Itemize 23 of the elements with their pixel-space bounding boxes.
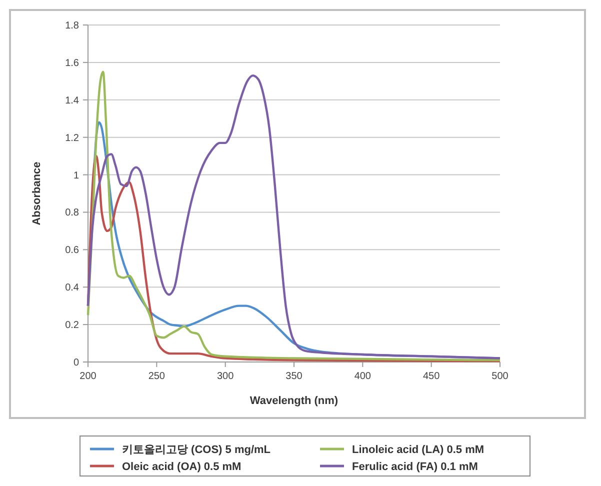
y-tick-label: 1.6	[65, 58, 80, 69]
legend-label: Ferulic acid (FA) 0.1 mM	[352, 460, 478, 473]
x-tick-label: 300	[216, 371, 234, 382]
x-tick-label: 400	[354, 371, 372, 382]
x-axis-title: Wavelength (nm)	[250, 395, 338, 407]
y-tick-label: 0.8	[65, 208, 80, 219]
y-tick-label: 0	[73, 358, 80, 368]
y-tick-label: 1.4	[65, 95, 80, 106]
x-tick-label: 450	[422, 371, 440, 382]
x-tick-label: 200	[80, 371, 97, 382]
y-tick-label: 1.8	[65, 20, 80, 32]
y-tick-label: 1.2	[65, 132, 80, 144]
y-tick-label: 0.2	[65, 320, 80, 332]
x-tick-label: 500	[492, 371, 509, 382]
y-tick-label: 0.4	[65, 282, 80, 294]
x-tick-label: 350	[286, 371, 303, 382]
y-tick-label: 0.6	[65, 245, 80, 256]
legend-label: Linoleic acid (LA) 0.5 mM	[352, 444, 484, 456]
y-tick-label: 1	[73, 170, 80, 182]
x-tick-label: 250	[148, 371, 166, 382]
y-axis-title: Absorbance	[31, 162, 43, 226]
legend-label: Oleic acid (OA) 0.5 mM	[122, 460, 242, 473]
legend-label: 키토올리고당 (COS) 5 mg/mL	[122, 444, 271, 456]
